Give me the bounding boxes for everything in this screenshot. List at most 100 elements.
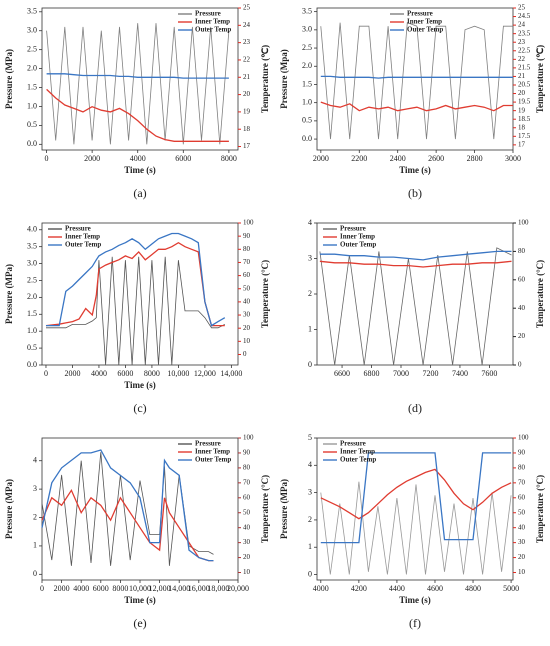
y2-tick-label: 100	[518, 219, 529, 227]
y-tick-label: 1.5	[27, 309, 37, 318]
x-tick-label: 4000	[73, 584, 89, 593]
y-axis-label: Pressure (MPa)	[4, 264, 14, 324]
x-tick-label: 4400	[389, 584, 405, 593]
y2-axis-label: Temperature (°C)	[535, 475, 545, 543]
x-tick-label: 12,000	[149, 584, 171, 593]
x-tick-label: 14,000	[220, 369, 242, 378]
legend-label: Pressure	[195, 10, 221, 18]
series-line	[320, 468, 512, 520]
x-tick-label: 2000	[64, 369, 80, 378]
y-tick-label: 0.0	[27, 360, 37, 369]
y2-tick-label: 19	[243, 108, 251, 116]
y2-tick-label: 20	[243, 324, 251, 332]
y-tick-label: 0.0	[27, 139, 37, 148]
y2-tick-label: 50	[243, 508, 251, 516]
y2-tick-label: 0	[243, 350, 247, 358]
legend-label: Inner Temp	[340, 233, 375, 241]
y-tick-label: 0	[33, 569, 37, 578]
x-tick-label: 4000	[91, 369, 107, 378]
y-tick-label: 0.5	[27, 343, 37, 352]
y-tick-label: 1.5	[302, 79, 312, 88]
y2-tick-label: 23	[243, 38, 251, 46]
y2-tick-label: 23.5	[518, 29, 531, 37]
plot-frame	[41, 7, 239, 151]
legend-label: Inner Temp	[407, 18, 442, 26]
legend-label: Inner Temp	[340, 448, 375, 456]
x-tick-label: 5000	[503, 584, 519, 593]
series-line	[320, 75, 513, 79]
y-axis-label: Pressure (MPa)	[4, 49, 14, 109]
x-tick-label: 4000	[130, 154, 146, 163]
legend-label: Outer Temp	[407, 26, 443, 34]
y2-tick-label: 70	[518, 478, 526, 486]
series-line	[46, 232, 226, 327]
panel: 6600 6800 7000 7200 7400 76000123402040608010…	[308, 218, 545, 415]
y-tick-label: 1.5	[27, 82, 37, 91]
legend-label: Pressure	[195, 440, 221, 448]
y-tick-label: 3	[308, 487, 312, 496]
series-line	[320, 452, 512, 544]
x-tick-label: 6600	[334, 369, 350, 378]
y2-tick-label: 21	[518, 72, 526, 80]
x-tick-label: 8000	[144, 369, 160, 378]
y2-tick-label: 20.5	[518, 81, 531, 89]
legend-label: Inner Temp	[195, 18, 230, 26]
series-line	[41, 449, 214, 562]
y-tick-label: 4	[308, 218, 312, 227]
x-axis-label: Time (s)	[124, 380, 156, 390]
y-tick-label: 3.5	[27, 241, 37, 250]
plot-frame	[316, 437, 514, 581]
y-tick-label: 2.0	[27, 292, 37, 301]
x-tick-label: 0	[44, 369, 48, 378]
y2-tick-label: 17	[518, 140, 526, 148]
y-tick-label: 3.5	[27, 7, 37, 16]
x-tick-label: 2400	[390, 154, 406, 163]
x-axis-label: Time (s)	[124, 595, 156, 605]
y2-tick-label: 24.5	[518, 12, 531, 20]
x-tick-label: 6000	[93, 584, 109, 593]
y2-tick-label: 17.5	[518, 132, 531, 140]
series-line	[41, 488, 214, 562]
y2-tick-label: 23	[518, 38, 526, 46]
y2-tick-label: 30	[518, 538, 526, 546]
x-tick-label: 2000	[84, 154, 100, 163]
x-tick-label: 10,000	[129, 584, 151, 593]
y-tick-label: 1.0	[27, 101, 37, 110]
y2-tick-label: 18	[243, 125, 251, 133]
x-tick-label: 20,000	[227, 584, 249, 593]
panel: 0 2000 4000 6000 8000 10,00012,00014,00016,00…	[4, 434, 270, 630]
x-axis-label: Time (s)	[399, 165, 431, 175]
x-tick-label: 7000	[393, 369, 409, 378]
series-line	[319, 247, 512, 366]
x-axis-label: Time (s)	[124, 165, 156, 175]
y-tick-label: 0.5	[302, 116, 312, 125]
y2-tick-label: 60	[518, 275, 526, 283]
y2-tick-label: 80	[243, 464, 251, 472]
y2-tick-label: 40	[243, 297, 251, 305]
y-tick-label: 3.0	[302, 25, 312, 34]
y-tick-label: 3	[33, 484, 37, 493]
x-tick-label: 6800	[364, 369, 380, 378]
y2-tick-label: 22	[518, 55, 526, 63]
y2-tick-label: 10	[243, 337, 251, 345]
y2-tick-label: 20	[243, 90, 251, 98]
y2-tick-label: 40	[518, 304, 526, 312]
y2-tick-label: 80	[518, 464, 526, 472]
y2-tick-label: 25	[243, 4, 251, 12]
y2-tick-label: 21	[243, 73, 251, 81]
series-line	[320, 101, 513, 112]
y-tick-label: 1	[308, 542, 312, 551]
x-tick-label: 16,000	[188, 584, 210, 593]
y-tick-label: 3.0	[27, 258, 37, 267]
series-line	[319, 250, 512, 261]
legend-label: Outer Temp	[195, 26, 231, 34]
y2-tick-label: 25	[518, 4, 526, 12]
x-tick-label: 4800	[465, 584, 481, 593]
y2-axis-label: Temperature (°C)	[535, 260, 545, 328]
y2-tick-label: 70	[243, 478, 251, 486]
y2-tick-label: 40	[243, 523, 251, 531]
legend-label: Inner Temp	[195, 448, 230, 456]
y2-tick-label: 30	[243, 311, 251, 319]
y-tick-label: 2	[308, 515, 312, 524]
